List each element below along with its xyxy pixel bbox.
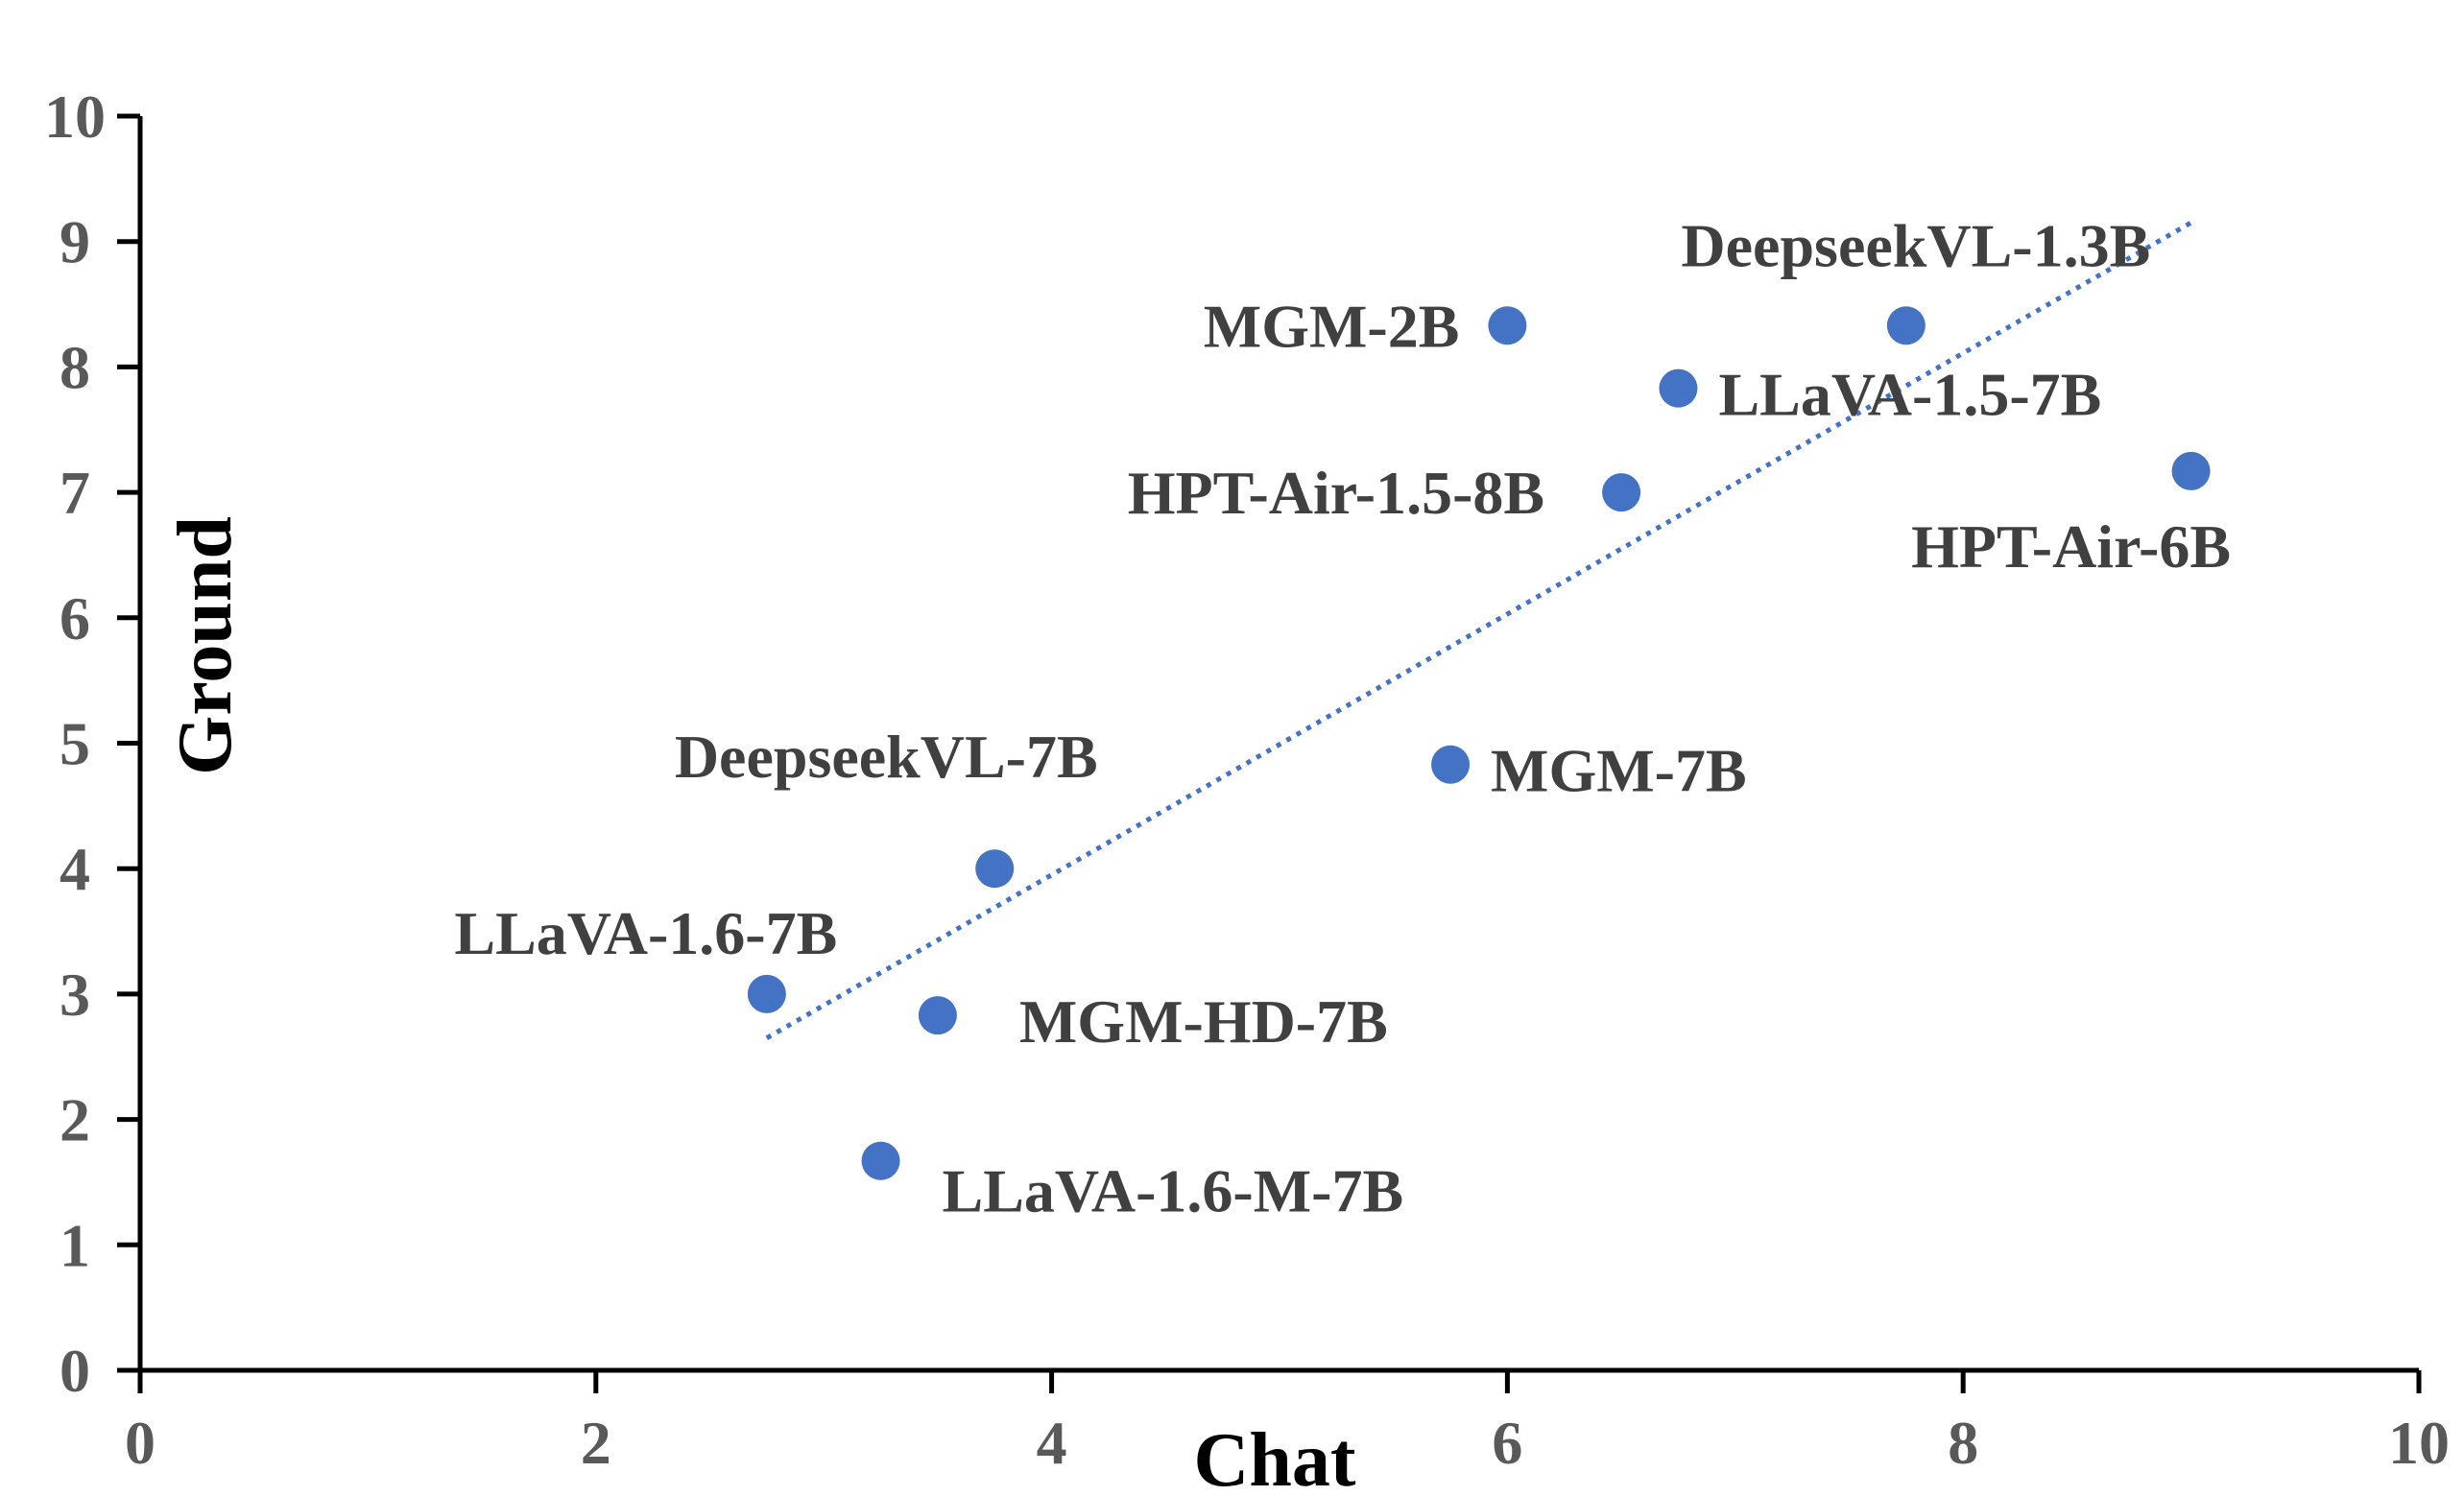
data-point <box>861 1141 900 1180</box>
x-tick-label: 8 <box>1948 1409 1978 1477</box>
y-tick-label: 1 <box>60 1211 90 1279</box>
point-labels-group: DeepseekVL-1.3B MGM-2B LLaVA-1.5-7B HPT-Air… <box>454 211 2231 1224</box>
x-tick-label: 2 <box>581 1409 611 1477</box>
axes-group: 0 1 2 3 4 5 6 7 8 9 10 0 2 4 6 8 10 <box>44 83 2450 1477</box>
point-label: MGM-2B <box>1204 292 1460 360</box>
data-point <box>975 849 1015 889</box>
y-tick-label: 9 <box>60 208 90 276</box>
data-point <box>1488 306 1527 345</box>
point-label: LLaVA-1.5-7B <box>1718 361 2101 429</box>
data-point <box>918 996 957 1035</box>
x-tick-label: 4 <box>1037 1409 1067 1477</box>
data-point <box>1659 368 1698 408</box>
x-axis-title: Chat <box>1194 1418 1356 1496</box>
x-tick-label: 10 <box>2388 1409 2450 1477</box>
y-tick-label: 3 <box>60 961 90 1029</box>
y-tick-label: 10 <box>44 83 106 151</box>
trendline-group <box>765 220 2192 1040</box>
x-tick-label: 0 <box>125 1409 155 1477</box>
point-label: HPT-Air-6B <box>1911 512 2231 581</box>
point-label: MGM-7B <box>1491 737 1747 805</box>
data-point <box>2171 451 2211 490</box>
data-point <box>1602 473 1641 512</box>
points-group <box>747 306 2211 1180</box>
point-label: LLaVA-1.6-M-7B <box>943 1157 1404 1225</box>
y-axis-title: Ground <box>163 516 248 775</box>
x-tick-label: 6 <box>1492 1409 1522 1477</box>
y-tick-label: 4 <box>60 835 90 903</box>
trendline <box>765 220 2192 1040</box>
y-tick-label: 8 <box>60 333 90 401</box>
data-point <box>1431 745 1471 784</box>
point-label: MGM-HD-7B <box>1019 987 1388 1056</box>
y-tick-label: 7 <box>60 459 90 527</box>
y-tick-label: 0 <box>60 1337 90 1405</box>
y-tick-label: 5 <box>60 710 90 778</box>
point-label: DeepseekVL-7B <box>675 723 1098 791</box>
y-tick-label: 2 <box>60 1086 90 1154</box>
point-label: HPT-Air-1.5-8B <box>1128 459 1544 527</box>
point-label: DeepseekVL-1.3B <box>1681 211 2150 279</box>
point-label: LLaVA-1.6-7B <box>454 899 837 967</box>
y-tick-label: 6 <box>60 584 90 653</box>
data-point <box>747 974 786 1013</box>
data-point <box>1886 306 1926 345</box>
